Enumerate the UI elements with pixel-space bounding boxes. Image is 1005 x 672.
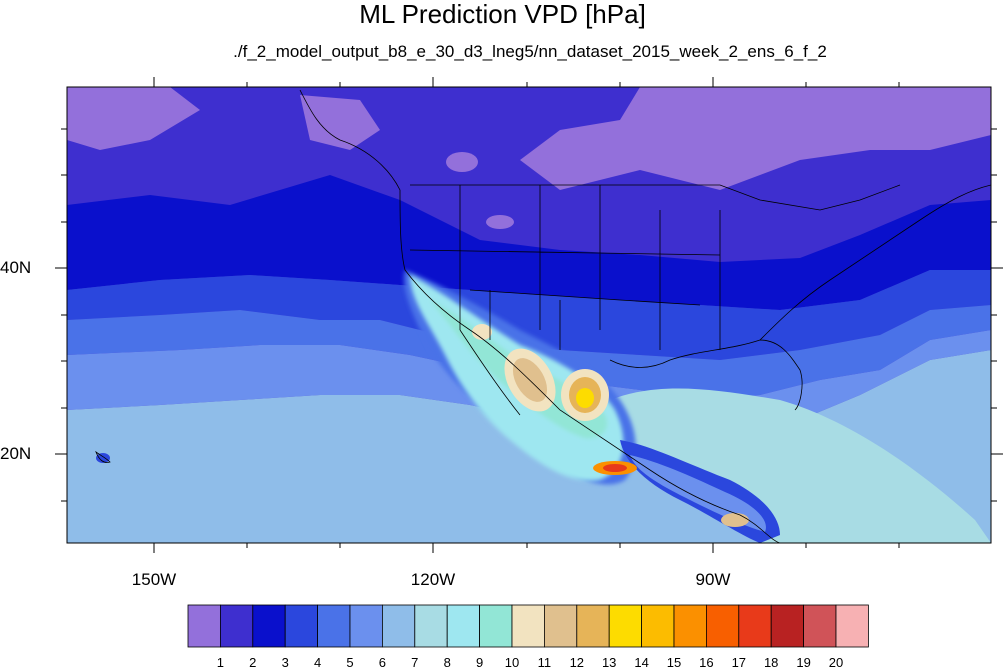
- colorbar-label: 20: [828, 655, 844, 670]
- colorbar-label: 10: [504, 655, 520, 670]
- vpd-band-3: [67, 175, 991, 310]
- axis-ticks: [55, 77, 1003, 553]
- vpd-band-1-blob: [446, 152, 478, 172]
- vpd-band-19: [721, 513, 749, 527]
- colorbar-label: 6: [378, 655, 386, 670]
- vpd-band-1: [520, 87, 991, 190]
- lat-label-40n: 40N: [0, 258, 32, 277]
- vpd-field: [67, 87, 991, 543]
- colorbar-label: 14: [634, 655, 649, 670]
- colorbar-label: 12: [569, 655, 585, 670]
- vpd-band-16: [472, 324, 492, 340]
- colorbar-label: 13: [601, 655, 617, 670]
- vpd-band-4: [67, 270, 991, 360]
- colorbar-label: 2: [249, 655, 257, 670]
- vpd-band-15: [576, 388, 594, 408]
- colorbar-label: 7: [411, 655, 419, 670]
- colorbar-label: 17: [731, 655, 747, 670]
- lon-label-90w: 90W: [695, 570, 731, 589]
- colorbar-label: 16: [699, 655, 714, 670]
- colorbar-label: 18: [763, 655, 779, 670]
- vpd-band-8: [607, 388, 991, 543]
- vpd-band-1-blob2: [486, 215, 514, 229]
- colorbar-label: 5: [346, 655, 354, 670]
- colorbar-label: 8: [443, 655, 451, 670]
- vpd-band-1-coast: [300, 95, 380, 150]
- colorbar-label: 19: [796, 655, 811, 670]
- vpd-band-20: [96, 453, 110, 463]
- coastlines: [95, 89, 991, 543]
- vpd-band-18: [603, 464, 627, 472]
- vpd-band-6-gulf-coast: [630, 455, 766, 532]
- colorbar-label: 3: [281, 655, 289, 670]
- colorbar-label: 4: [313, 655, 322, 670]
- colorbar-label: 15: [666, 655, 682, 670]
- lon-label-150w: 150W: [131, 570, 177, 589]
- lat-label-20n: 20N: [0, 444, 32, 463]
- colorbar-label: 9: [475, 655, 484, 670]
- lon-label-120w: 120W: [410, 570, 456, 589]
- vpd-band-1-nw: [67, 87, 200, 150]
- colorbar-label: 1: [216, 655, 224, 670]
- chart-title: ML Prediction VPD [hPa]: [359, 0, 646, 29]
- chart-subtitle: ./f_2_model_output_b8_e_30_d3_lneg5/nn_d…: [233, 42, 827, 61]
- colorbar-label: 11: [537, 655, 552, 670]
